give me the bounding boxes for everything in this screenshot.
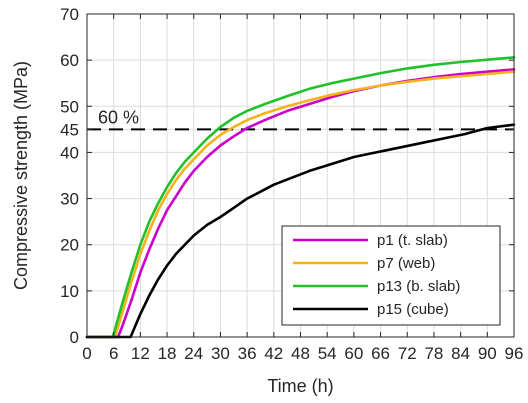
- x-tick-label: 60: [344, 344, 363, 363]
- x-tick-label: 72: [398, 344, 417, 363]
- series-line-3: [85, 56, 516, 339]
- x-tick-label: 30: [211, 344, 230, 363]
- y-tick-label: 40: [60, 143, 79, 162]
- legend-label-1: p1 (t. slab): [377, 232, 448, 249]
- reference-line-label: 60 %: [98, 107, 139, 127]
- series-lines: [85, 56, 516, 339]
- x-tick-label: 96: [505, 344, 524, 363]
- x-tick-label: 48: [291, 344, 310, 363]
- x-tick-label: 36: [238, 344, 257, 363]
- x-tick-label: 42: [264, 344, 283, 363]
- x-axis-label: Time (h): [267, 376, 333, 396]
- legend-label-4: p15 (cube): [377, 301, 449, 318]
- x-tick-label: 0: [82, 344, 91, 363]
- x-tick-label: 12: [131, 344, 150, 363]
- axis-ticks: 0 6 12 18 24 30 36 42 48 54 60 66 72 78 84 90 9601020304…: [60, 5, 523, 363]
- legend: p1 (t. slab) p7 (web) p13 (b. slab) p15 (cu…: [281, 225, 501, 326]
- y-tick-label: 10: [60, 282, 79, 301]
- x-tick-label: 66: [371, 344, 390, 363]
- x-tick-label: 84: [451, 344, 470, 363]
- x-tick-label: 54: [318, 344, 337, 363]
- reference-line-group: 60 %: [87, 107, 514, 131]
- x-tick-label: 6: [109, 344, 118, 363]
- series-line-4: [85, 123, 516, 339]
- x-tick-label: 18: [158, 344, 177, 363]
- y-tick-label: 20: [60, 236, 79, 255]
- y-tick-label: 60: [60, 51, 79, 70]
- y-tick-label: 50: [60, 97, 79, 116]
- x-tick-label: 24: [184, 344, 203, 363]
- y-tick-label: 70: [60, 5, 79, 24]
- x-tick-label: 78: [424, 344, 443, 363]
- series-line-2: [85, 70, 516, 339]
- x-tick-label: 90: [478, 344, 497, 363]
- legend-label-2: p7 (web): [377, 255, 435, 272]
- y-tick-label: 30: [60, 190, 79, 209]
- y-tick-label: 45: [60, 120, 79, 139]
- y-axis-label: Compressive strength (MPa): [11, 61, 31, 290]
- y-tick-label: 0: [70, 328, 79, 347]
- legend-label-3: p13 (b. slab): [377, 278, 460, 295]
